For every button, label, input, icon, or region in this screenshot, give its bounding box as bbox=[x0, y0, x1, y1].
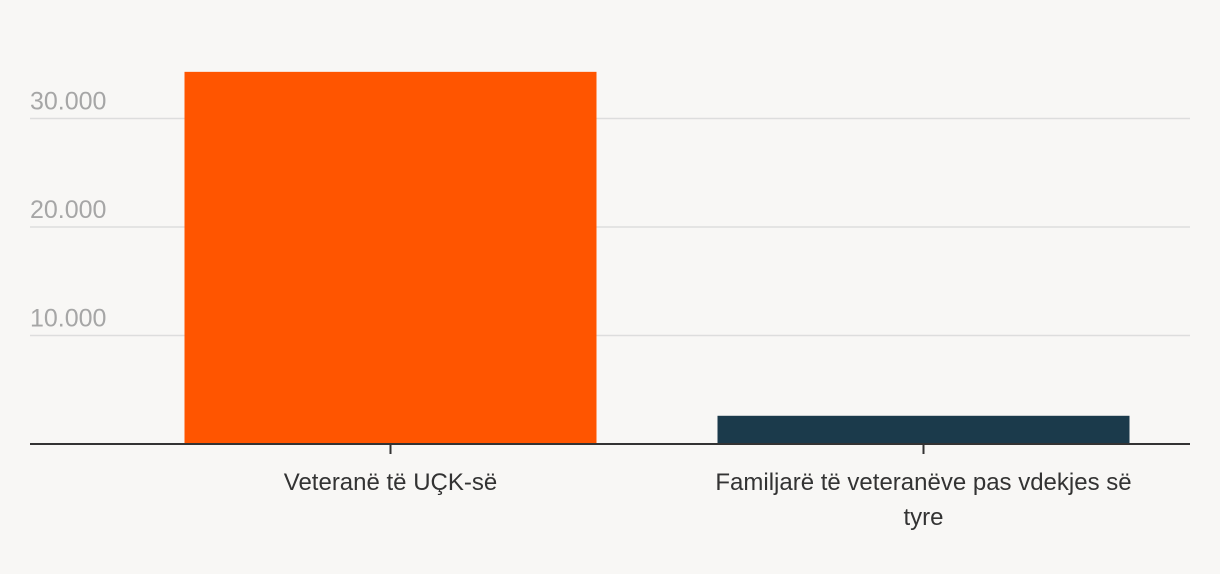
y-tick-label: 20.000 bbox=[30, 196, 106, 224]
category-label: tyre bbox=[903, 504, 943, 531]
category-label: Veteranë të UÇK-së bbox=[284, 469, 497, 496]
category-label: Familjarë të veteranëve pas vdekjes së bbox=[715, 469, 1131, 496]
bar bbox=[184, 71, 597, 444]
bar bbox=[717, 415, 1130, 444]
y-tick-label: 10.000 bbox=[30, 305, 106, 333]
bars bbox=[184, 71, 1130, 444]
x-ticks: Veteranë të UÇK-së Familjarë të veteranëv… bbox=[284, 444, 1132, 531]
y-tick-label: 30.000 bbox=[30, 88, 106, 116]
